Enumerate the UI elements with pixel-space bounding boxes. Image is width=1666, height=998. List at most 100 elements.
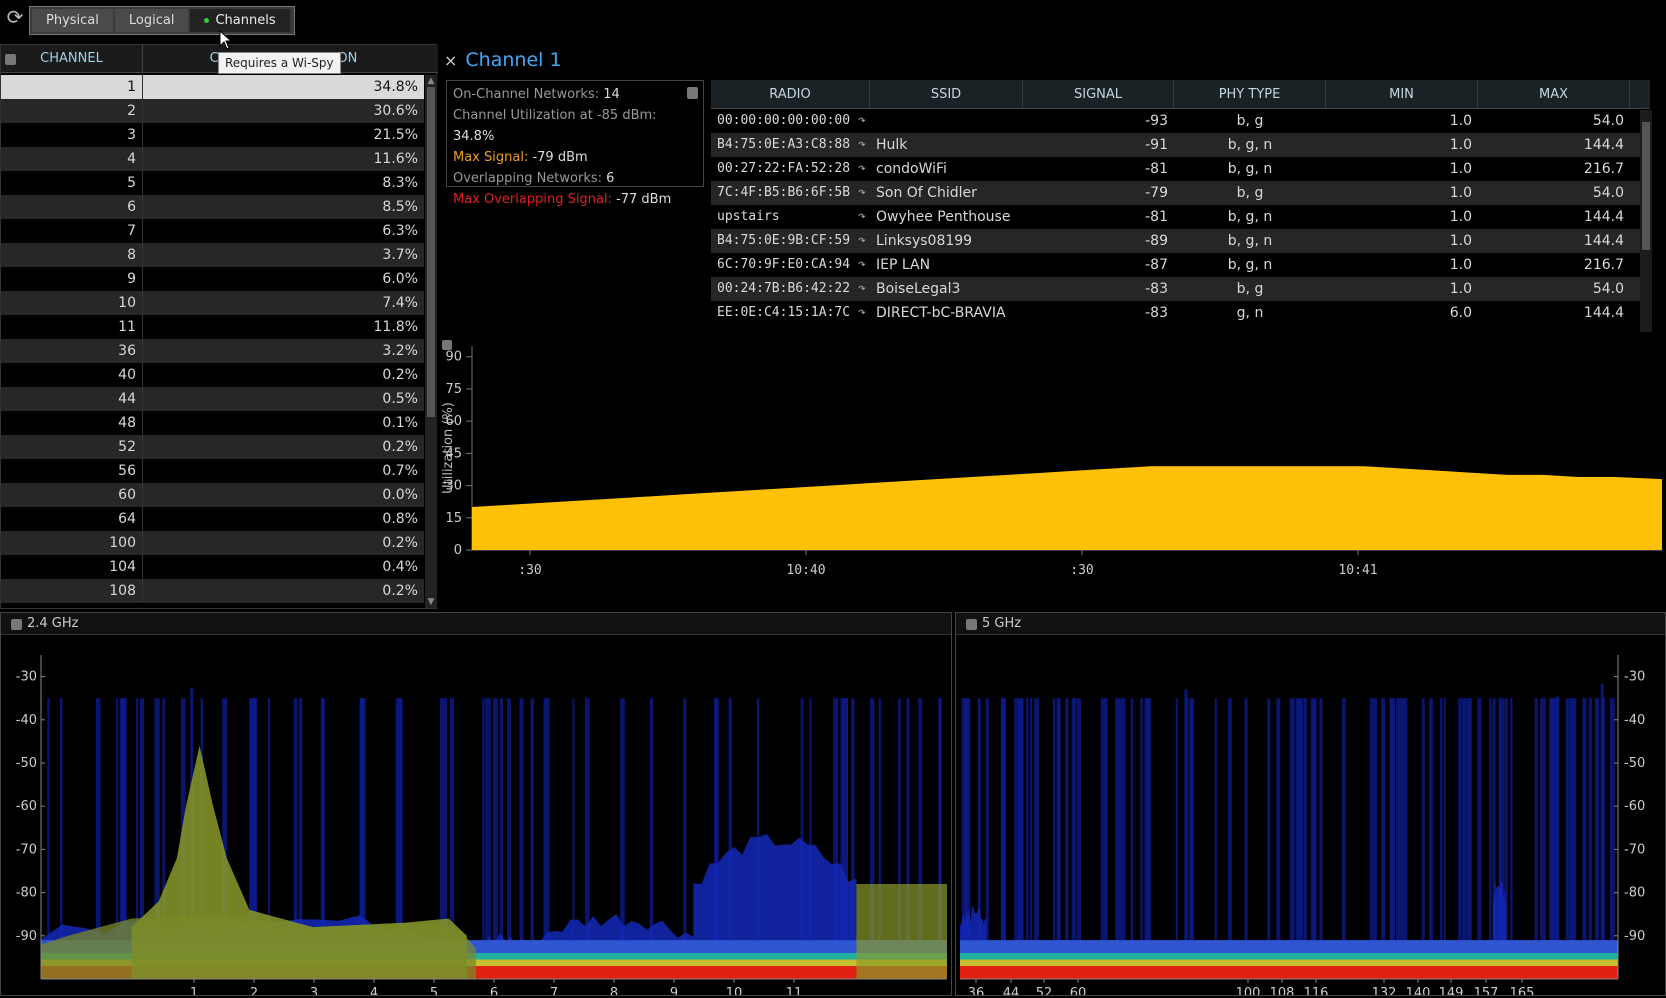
max-text: 144.4 [1583, 137, 1624, 153]
y-tick-label: -60 [1624, 799, 1645, 814]
copy-icon[interactable] [687, 87, 698, 99]
table-row[interactable]: upstairs ↷ Owyhee Penthouse -81 b, g, n 1.0 14… [711, 205, 1650, 229]
table-row[interactable]: 64 0.8% [1, 507, 424, 531]
chart-menu-icon[interactable] [442, 340, 452, 350]
table-row[interactable]: 44 0.5% [1, 387, 424, 411]
radio-text: 00:00:00:00:00:00 [717, 113, 851, 128]
column-header-min[interactable]: MIN [1326, 80, 1478, 108]
expand-arrow-icon[interactable]: ↷ [858, 305, 866, 320]
utilization-cell: 0.2% [142, 531, 424, 555]
ssid-cell [870, 109, 1023, 133]
table-row[interactable]: 36 3.2% [1, 339, 424, 363]
stat-value: -77 dBm [616, 192, 672, 207]
refresh-icon[interactable]: ⟳ [6, 5, 24, 29]
ssid-text: Hulk [876, 137, 908, 153]
table-row[interactable]: 40 0.2% [1, 363, 424, 387]
table-row[interactable]: 8 3.7% [1, 243, 424, 267]
stat-line: Max Overlapping Signal: -77 dBm [453, 189, 697, 210]
tab-label: Channels [215, 13, 276, 28]
expand-arrow-icon[interactable]: ↷ [858, 113, 866, 128]
max-cell: 144.4 [1478, 133, 1630, 157]
table-row[interactable]: 4 11.6% [1, 147, 424, 171]
column-header-max[interactable]: MAX [1478, 80, 1630, 108]
table-row[interactable]: 11 11.8% [1, 315, 424, 339]
tab-physical[interactable]: Physical [32, 9, 113, 32]
table-row[interactable]: 5 8.3% [1, 171, 424, 195]
utilization-cell: 0.5% [142, 387, 424, 411]
close-icon[interactable]: × [444, 50, 458, 70]
radio-text: EE:0E:C4:15:1A:7C [717, 305, 851, 320]
signal-cell: -89 [1023, 229, 1174, 253]
table-row[interactable]: B4:75:0E:9B:CF:59 ↷ Linksys08199 -89 b, g, n… [711, 229, 1650, 253]
table-row[interactable]: 100 0.2% [1, 531, 424, 555]
stat-line: On-Channel Networks: 14 [453, 84, 697, 105]
table-row[interactable]: 6C:70:9F:E0:CA:94 ↷ IEP LAN -87 b, g, n 1.0 21… [711, 253, 1650, 277]
signal-text: -83 [1145, 281, 1168, 297]
expand-arrow-icon[interactable]: ↷ [858, 185, 866, 200]
expand-arrow-icon[interactable]: ↷ [858, 233, 866, 248]
table-row[interactable]: 108 0.2% [1, 579, 424, 603]
column-chooser-icon[interactable] [5, 54, 16, 65]
min-cell: 1.0 [1326, 277, 1478, 301]
x-tick-label: 10:40 [786, 563, 825, 578]
min-cell: 1.0 [1326, 109, 1478, 133]
x-tick-label: :30 [1070, 563, 1093, 578]
column-header-signal[interactable]: SIGNAL [1023, 80, 1174, 108]
ssid-cell: Hulk [870, 133, 1023, 157]
utilization-chart: Utilization (%) 0 15 30 45 60 75 90:30 10:40:30 1… [441, 340, 1662, 578]
y-axis-label: Utilization (%) [441, 402, 456, 494]
ssid-cell: Son Of Chidler [870, 181, 1023, 205]
table-row[interactable]: 56 0.7% [1, 459, 424, 483]
table-row[interactable]: EE:0E:C4:15:1A:7C ↷ DIRECT-bC-BRAVIA -83 g, … [711, 301, 1650, 325]
utilization-cell: 0.7% [142, 459, 424, 483]
scroll-down-icon[interactable]: ▼ [427, 597, 435, 607]
table-row[interactable]: B4:75:0E:A3:C8:88 ↷ Hulk -91 b, g, n 1.0 144.4 [711, 133, 1650, 157]
panel-menu-icon[interactable] [11, 619, 22, 630]
y-tick-label: 90 [445, 350, 462, 365]
x-tick-label: 36 [968, 986, 985, 995]
table-row[interactable]: 3 21.5% [1, 123, 424, 147]
scroll-up-icon[interactable]: ▲ [427, 76, 435, 86]
column-header-radio[interactable]: RADIO [711, 80, 870, 108]
channel-scrollbar[interactable]: ▲ ▼ [425, 75, 437, 608]
stat-line: Max Signal: -79 dBm [453, 147, 697, 168]
tab-logical[interactable]: Logical [114, 9, 189, 32]
table-row[interactable]: 1 34.8% [1, 75, 424, 99]
x-tick-label: 7 [550, 986, 558, 995]
table-row[interactable]: 00:27:22:FA:52:28 ↷ condoWiFi -81 b, g, n 1.0… [711, 157, 1650, 181]
table-row[interactable]: 00:00:00:00:00:00 ↷ -93 b, g 1.0 54.0 [711, 109, 1650, 133]
table-row[interactable]: 60 0.0% [1, 483, 424, 507]
tab-channels[interactable]: Channels [190, 9, 290, 32]
table-row[interactable]: 00:24:7B:B6:42:22 ↷ BoiseLegal3 -83 b, g 1.0 5… [711, 277, 1650, 301]
max-cell: 144.4 [1478, 205, 1630, 229]
table-row[interactable]: 6 8.5% [1, 195, 424, 219]
column-header-channel[interactable]: CHANNEL [40, 51, 103, 66]
channel-cell: 40 [118, 367, 136, 383]
y-tick-label: -80 [16, 886, 37, 901]
expand-arrow-icon[interactable]: ↷ [858, 257, 866, 272]
column-header-ssid[interactable]: SSID [870, 80, 1023, 108]
table-row[interactable]: 7C:4F:B5:B6:6F:5B ↷ Son Of Chidler -79 b, g 1… [711, 181, 1650, 205]
scroll-thumb[interactable] [1642, 122, 1650, 250]
min-text: 1.0 [1449, 137, 1472, 153]
table-row[interactable]: 9 6.0% [1, 267, 424, 291]
panel-menu-icon[interactable] [966, 619, 977, 630]
table-row[interactable]: 48 0.1% [1, 411, 424, 435]
expand-arrow-icon[interactable]: ↷ [858, 161, 866, 176]
expand-arrow-icon[interactable]: ↷ [858, 281, 866, 296]
table-row[interactable]: 10 7.4% [1, 291, 424, 315]
table-row[interactable]: 2 30.6% [1, 99, 424, 123]
table-row[interactable]: 104 0.4% [1, 555, 424, 579]
tab-label: Physical [46, 13, 99, 28]
min-text: 1.0 [1449, 113, 1472, 129]
signal-text: -79 [1145, 185, 1168, 201]
expand-arrow-icon[interactable]: ↷ [858, 209, 866, 224]
phy-text: b, g [1236, 185, 1264, 201]
column-header-phy-type[interactable]: PHY TYPE [1174, 80, 1326, 108]
expand-arrow-icon[interactable]: ↷ [858, 137, 866, 152]
utilization-cell: 8.5% [142, 195, 424, 219]
table-row[interactable]: 52 0.2% [1, 435, 424, 459]
radio-scrollbar[interactable] [1640, 110, 1652, 332]
scroll-thumb[interactable] [427, 87, 435, 417]
table-row[interactable]: 7 6.3% [1, 219, 424, 243]
